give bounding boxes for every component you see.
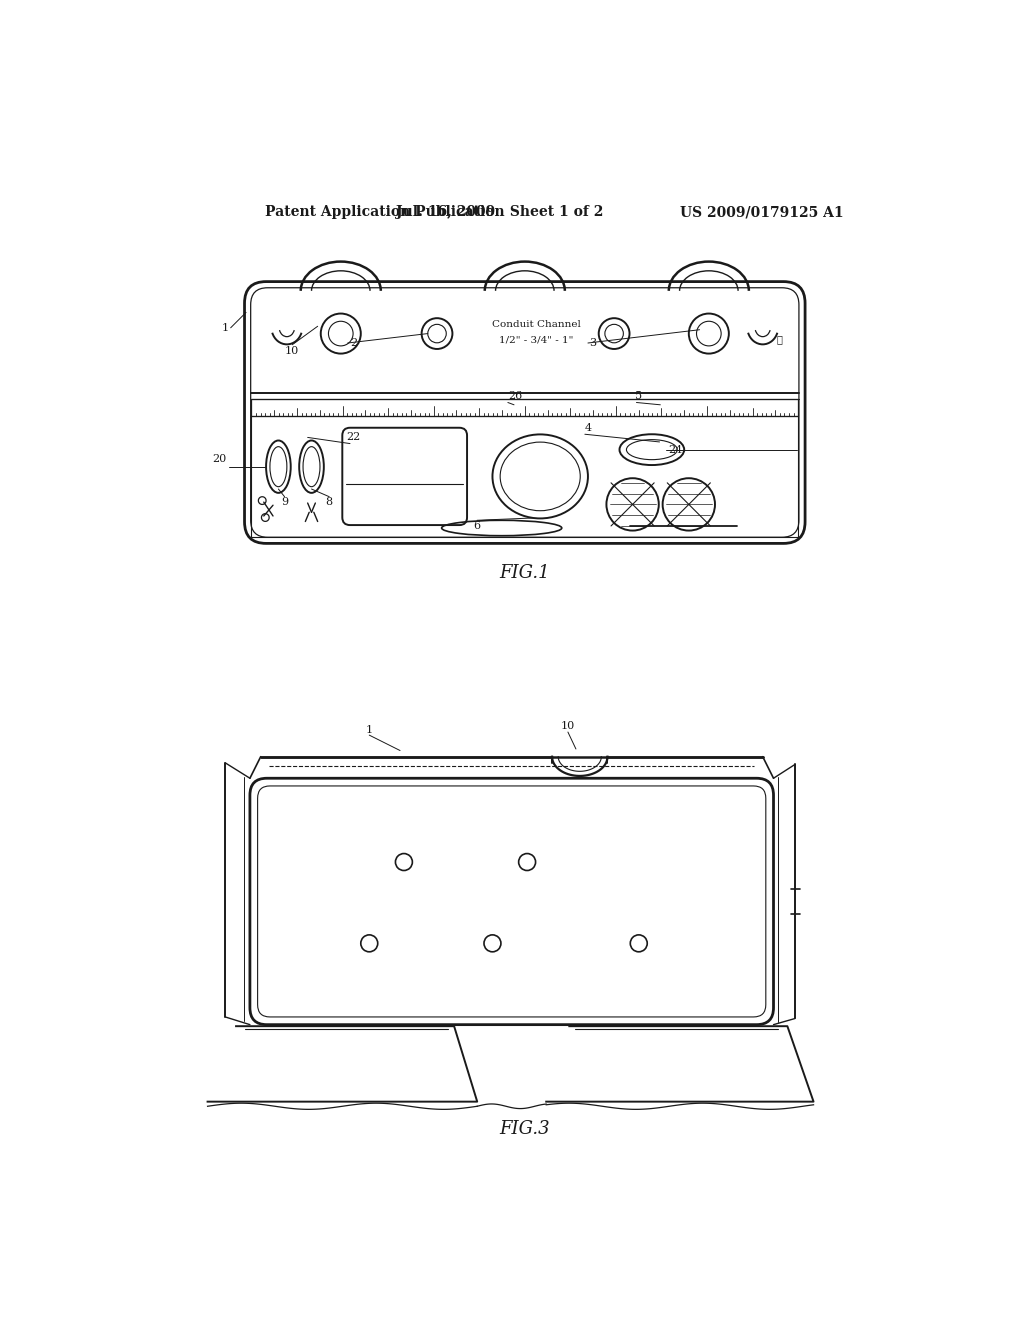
- Text: 10: 10: [285, 346, 299, 356]
- Text: 1/2" - 3/4" - 1": 1/2" - 3/4" - 1": [499, 335, 573, 345]
- Text: 5: 5: [635, 391, 642, 400]
- Text: 10: 10: [561, 721, 575, 731]
- Text: US 2009/0179125 A1: US 2009/0179125 A1: [680, 206, 844, 219]
- Text: 24: 24: [668, 445, 682, 454]
- Text: 8: 8: [326, 498, 333, 507]
- Text: 22: 22: [347, 433, 361, 442]
- Text: 1: 1: [222, 323, 229, 333]
- Text: Patent Application Publication: Patent Application Publication: [265, 206, 505, 219]
- Text: 2: 2: [350, 338, 357, 348]
- Text: 26: 26: [509, 391, 522, 400]
- Text: Jul. 16, 2009   Sheet 1 of 2: Jul. 16, 2009 Sheet 1 of 2: [396, 206, 604, 219]
- Text: 9: 9: [281, 498, 288, 507]
- Text: 3: 3: [589, 338, 596, 348]
- Text: FIG.1: FIG.1: [500, 564, 550, 582]
- Text: Conduit Channel: Conduit Channel: [492, 319, 581, 329]
- Text: 6: 6: [473, 520, 480, 531]
- Text: 20: 20: [213, 454, 226, 463]
- Bar: [252, 399, 798, 416]
- Text: ⚷: ⚷: [777, 335, 782, 345]
- Text: 4: 4: [585, 424, 592, 433]
- Text: 1: 1: [366, 725, 373, 735]
- Bar: [252, 416, 798, 537]
- Text: FIG.3: FIG.3: [500, 1119, 550, 1138]
